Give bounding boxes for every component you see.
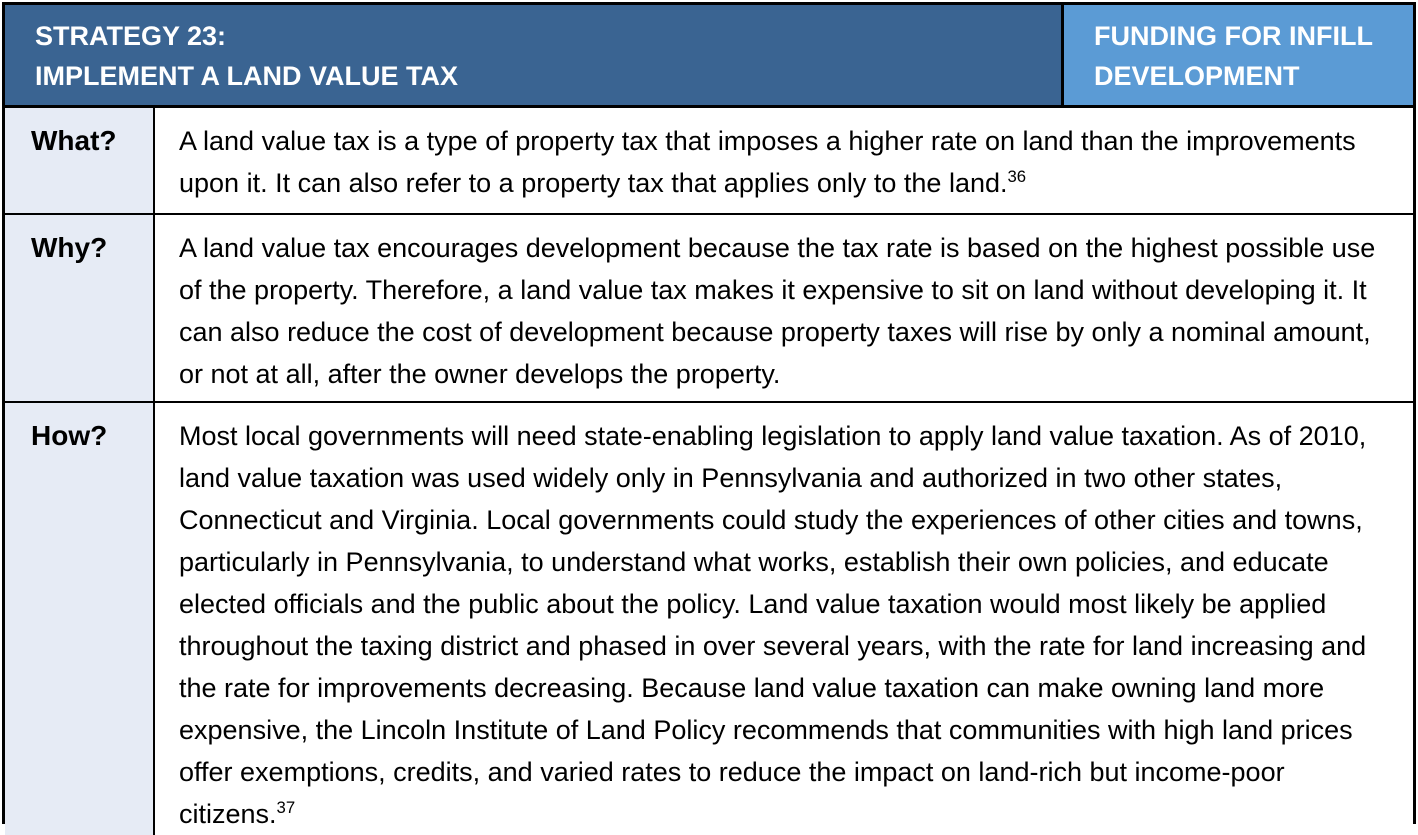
- strategy-title: STRATEGY 23: IMPLEMENT A LAND VALUE TAX: [5, 5, 1061, 105]
- row-content-how: Most local governments will need state-e…: [155, 403, 1413, 835]
- footnote-ref-37: 37: [276, 798, 296, 817]
- footnote-ref-36: 36: [1007, 167, 1027, 186]
- strategy-name: IMPLEMENT A LAND VALUE TAX: [35, 61, 458, 91]
- category-line-1: FUNDING FOR INFILL: [1094, 21, 1373, 51]
- table-header: STRATEGY 23: IMPLEMENT A LAND VALUE TAX …: [5, 5, 1413, 108]
- row-label-why: Why?: [5, 215, 155, 401]
- what-text: A land value tax is a type of property t…: [179, 126, 1356, 198]
- why-text: A land value tax encourages development …: [179, 233, 1376, 389]
- table-row-what: What? A land value tax is a type of prop…: [5, 108, 1413, 215]
- row-label-what: What?: [5, 108, 155, 213]
- strategy-number: STRATEGY 23:: [35, 21, 227, 51]
- how-text: Most local governments will need state-e…: [179, 421, 1367, 829]
- category-line-2: DEVELOPMENT: [1094, 61, 1300, 91]
- table-row-why: Why? A land value tax encourages develop…: [5, 215, 1413, 403]
- row-content-what: A land value tax is a type of property t…: [155, 108, 1413, 213]
- row-label-how: How?: [5, 403, 155, 835]
- row-content-why: A land value tax encourages development …: [155, 215, 1413, 401]
- category-badge: FUNDING FOR INFILL DEVELOPMENT: [1061, 5, 1413, 105]
- table-row-how: How? Most local governments will need st…: [5, 403, 1413, 835]
